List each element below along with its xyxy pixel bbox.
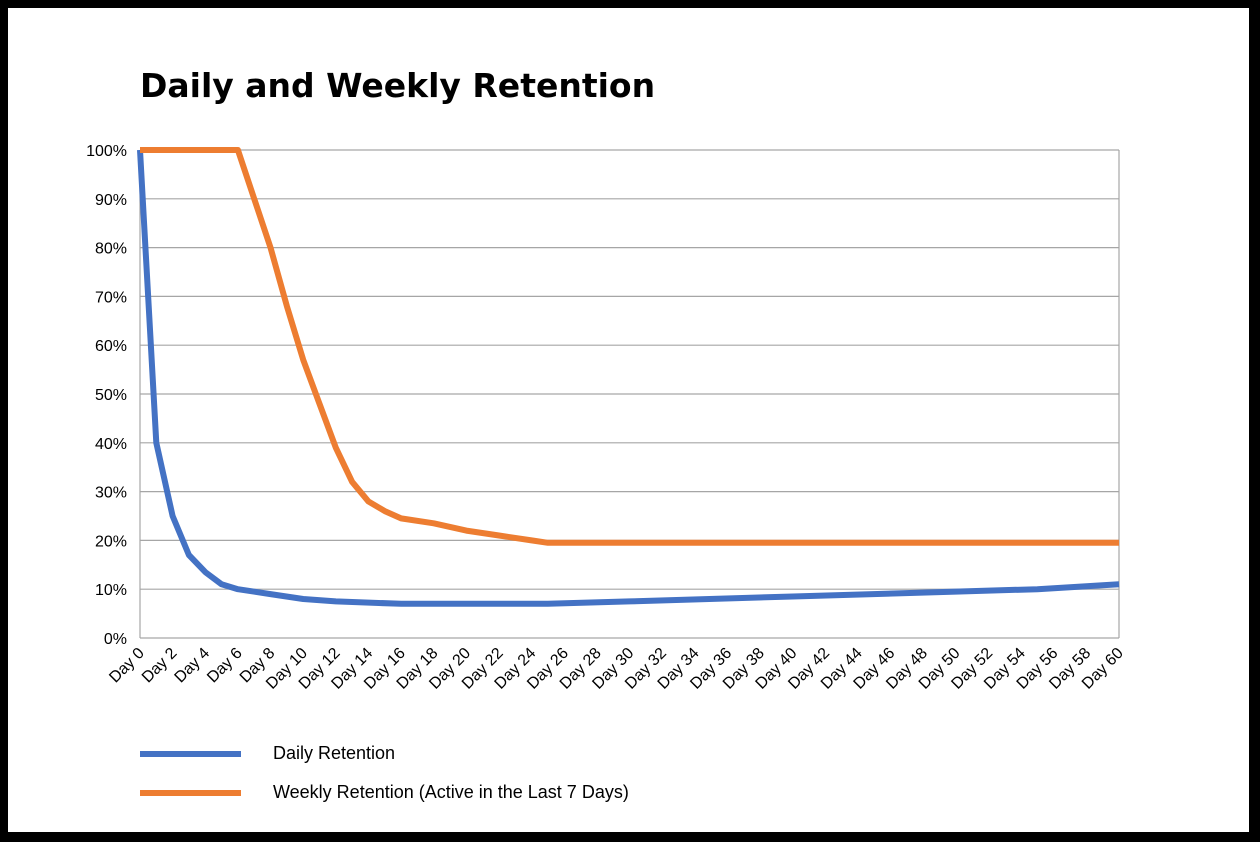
y-tick-label: 90% bbox=[95, 192, 127, 209]
x-tick-label: Day 2 bbox=[139, 645, 181, 687]
legend-item-weekly: Weekly Retention (Active in the Last 7 D… bbox=[140, 773, 629, 812]
legend-swatch-weekly bbox=[140, 789, 241, 796]
legend-label-weekly: Weekly Retention (Active in the Last 7 D… bbox=[273, 782, 629, 802]
y-tick-label: 50% bbox=[95, 387, 127, 404]
y-tick-label: 30% bbox=[95, 485, 127, 502]
line-chart: 0%10%20%30%40%50%60%70%80%90%100%Day 0Da… bbox=[86, 143, 1127, 693]
y-tick-label: 60% bbox=[95, 338, 127, 355]
y-tick-label: 10% bbox=[95, 582, 127, 599]
label-layer: 0%10%20%30%40%50%60%70%80%90%100%Day 0Da… bbox=[86, 143, 1127, 693]
x-tick-label: Day 6 bbox=[204, 645, 246, 687]
y-tick-label: 70% bbox=[95, 289, 127, 306]
legend: Daily Retention Weekly Retention (Active… bbox=[140, 734, 629, 812]
chart-title: Daily and Weekly Retention bbox=[140, 66, 656, 105]
chart-frame: Daily and Weekly Retention 0% 10% 20% 30% 40… bbox=[8, 8, 1249, 832]
legend-swatch-daily bbox=[140, 750, 241, 757]
legend-label-daily: Daily Retention bbox=[273, 743, 396, 763]
y-tick-label: 80% bbox=[95, 241, 127, 258]
y-tick-label: 100% bbox=[86, 143, 127, 160]
x-tick-label: Day 4 bbox=[172, 645, 214, 687]
series-line-daily-retention bbox=[137, 149, 1120, 607]
axis-layer bbox=[139, 150, 1120, 639]
y-tick-label: 40% bbox=[95, 436, 127, 453]
y-tick-label: 20% bbox=[95, 533, 127, 550]
legend-item-daily: Daily Retention bbox=[140, 734, 629, 773]
series-layer bbox=[137, 147, 1120, 607]
x-tick-label: Day 0 bbox=[106, 645, 148, 687]
grid-layer bbox=[140, 149, 1119, 590]
series-line-weekly-retention bbox=[140, 147, 1119, 546]
y-tick-label: 0% bbox=[104, 631, 127, 648]
